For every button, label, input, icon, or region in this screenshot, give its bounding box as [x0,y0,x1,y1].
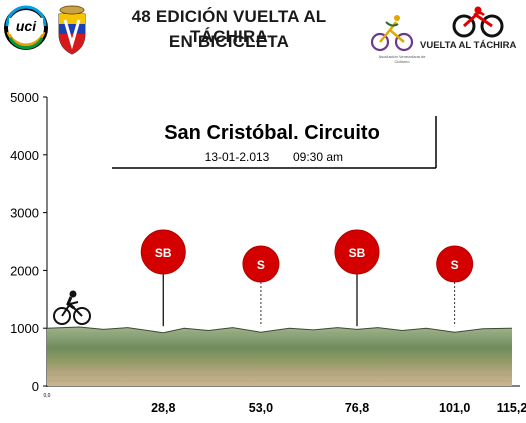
association-logo-text: Asociación Venezolana de Ciclismo [378,54,426,64]
y-tick-label: 2000 [10,263,39,278]
x-tick-label: 76,8 [345,401,369,415]
sprint-marker [436,245,474,283]
cyclist-icon [53,290,91,325]
association-cyclist-logo [370,15,414,52]
sponsor-logo-text: VUELTA AL TÁCHIRA [420,40,517,51]
sprint-marker-label: S [451,258,459,272]
x-tick-label: 53,0 [249,401,273,415]
x-start-label: 0,0 [44,393,51,399]
y-tick-label: 3000 [10,206,39,221]
event-title: 48 EDICIÓN VUELTA AL TÁCHIRA [131,7,327,46]
stage-time: 09:30 am [293,150,343,164]
vuelta-tachira-logo [452,6,504,38]
stage-info-box: San Cristóbal. Circuito 13-01-2.013 09:3… [112,116,437,169]
y-tick-label: 5000 [10,90,39,105]
y-tick-label: 4000 [10,148,39,163]
elevation-profile-line [46,326,513,334]
x-tick-label: 101,0 [439,401,470,415]
uci-logo-text: uci [16,18,37,34]
uci-logo: uci [4,5,48,50]
sprint-marker [334,229,380,275]
event-subtitle: EN BICICLETA [168,32,290,51]
stage-title: San Cristóbal. Circuito [164,122,380,144]
y-tick-label: 1000 [10,321,39,336]
sprint-marker [140,229,186,275]
federation-crest-logo [58,5,86,55]
sprint-marker-label: SB [349,246,366,260]
x-tick-label: 115,2 [497,401,526,415]
stage-date: 13-01-2.013 [205,150,270,164]
x-tick-label: 28,8 [151,401,175,415]
sprint-marker [242,245,280,283]
sprint-marker-label: S [257,258,265,272]
sprint-marker-label: SB [155,246,172,260]
y-tick-label: 0 [32,379,39,394]
field-texture [47,327,512,386]
